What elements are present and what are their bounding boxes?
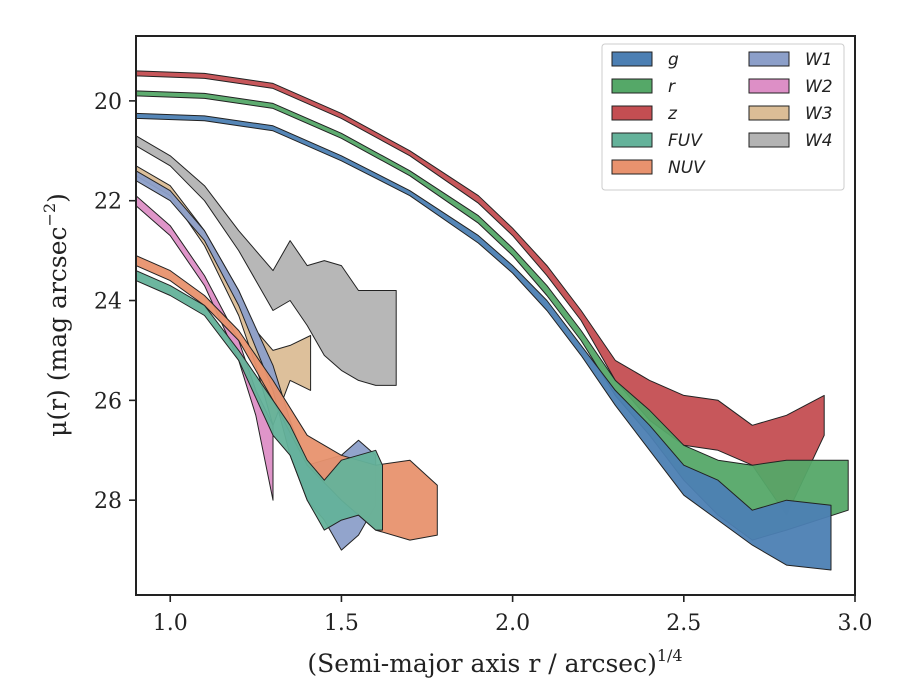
y-tick-label: 24 bbox=[94, 290, 122, 315]
plot-frame bbox=[135, 35, 856, 596]
series-band-z bbox=[136, 70, 825, 516]
y-axis-title-text: μ(r) (mag arcsec bbox=[43, 226, 72, 436]
legend-swatch-r bbox=[611, 78, 653, 94]
series-band-g bbox=[136, 112, 832, 571]
x-axis-title-text: (Semi-major axis r / arcsec) bbox=[307, 649, 656, 678]
legend-swatch-w4 bbox=[748, 132, 790, 148]
legend-label-w2: W2 bbox=[805, 77, 833, 97]
series-band-fuv bbox=[136, 270, 383, 531]
legend-swatch-z bbox=[611, 105, 653, 121]
legend-label-nuv: NUV bbox=[668, 158, 706, 178]
legend-label-w1: W1 bbox=[805, 50, 833, 70]
y-axis-ticks: 20 22 24 26 28 bbox=[94, 90, 136, 514]
y-axis-title: μ(r) (mag arcsec−2) bbox=[40, 193, 72, 437]
legend-label-z: z bbox=[667, 104, 678, 124]
legend-label-r: r bbox=[668, 77, 676, 97]
x-tick-label: 2.5 bbox=[666, 611, 701, 636]
x-tick-label: 1.5 bbox=[324, 611, 359, 636]
legend-swatch-g bbox=[611, 51, 653, 67]
legend-label-g: g bbox=[668, 50, 679, 70]
x-axis-title-exponent: 1/4 bbox=[657, 646, 683, 665]
legend-swatch-nuv bbox=[611, 159, 653, 175]
legend-swatch-w3 bbox=[748, 105, 790, 121]
legend-label-w4: W4 bbox=[805, 131, 833, 151]
y-tick-label: 28 bbox=[94, 489, 122, 514]
legend-label-fuv: FUV bbox=[668, 131, 703, 151]
series-areas bbox=[136, 70, 849, 571]
series-band-r bbox=[136, 90, 849, 541]
x-tick-label: 2.0 bbox=[495, 611, 530, 636]
series-band-w2 bbox=[136, 195, 274, 501]
x-tick-label: 1.0 bbox=[153, 611, 188, 636]
y-tick-label: 26 bbox=[94, 389, 122, 414]
legend-label-w3: W3 bbox=[805, 104, 833, 124]
legend: grz FUV NUV W1 W2 W3 W4 bbox=[601, 43, 845, 191]
x-axis-ticks: 1.0 1.5 2.0 2.5 3.0 bbox=[153, 595, 873, 636]
y-axis-title-exponent: −2 bbox=[40, 203, 59, 227]
y-tick-label: 22 bbox=[94, 190, 122, 215]
legend-swatch-fuv bbox=[611, 132, 653, 148]
y-tick-label: 20 bbox=[94, 90, 122, 115]
x-axis-title: (Semi-major axis r / arcsec)1/4 bbox=[307, 646, 682, 678]
x-tick-label: 3.0 bbox=[838, 611, 873, 636]
y-axis-title-close: ) bbox=[43, 193, 72, 203]
legend-swatch-w1 bbox=[748, 51, 790, 67]
series-band-w4 bbox=[136, 135, 397, 386]
legend-swatch-w2 bbox=[748, 78, 790, 94]
